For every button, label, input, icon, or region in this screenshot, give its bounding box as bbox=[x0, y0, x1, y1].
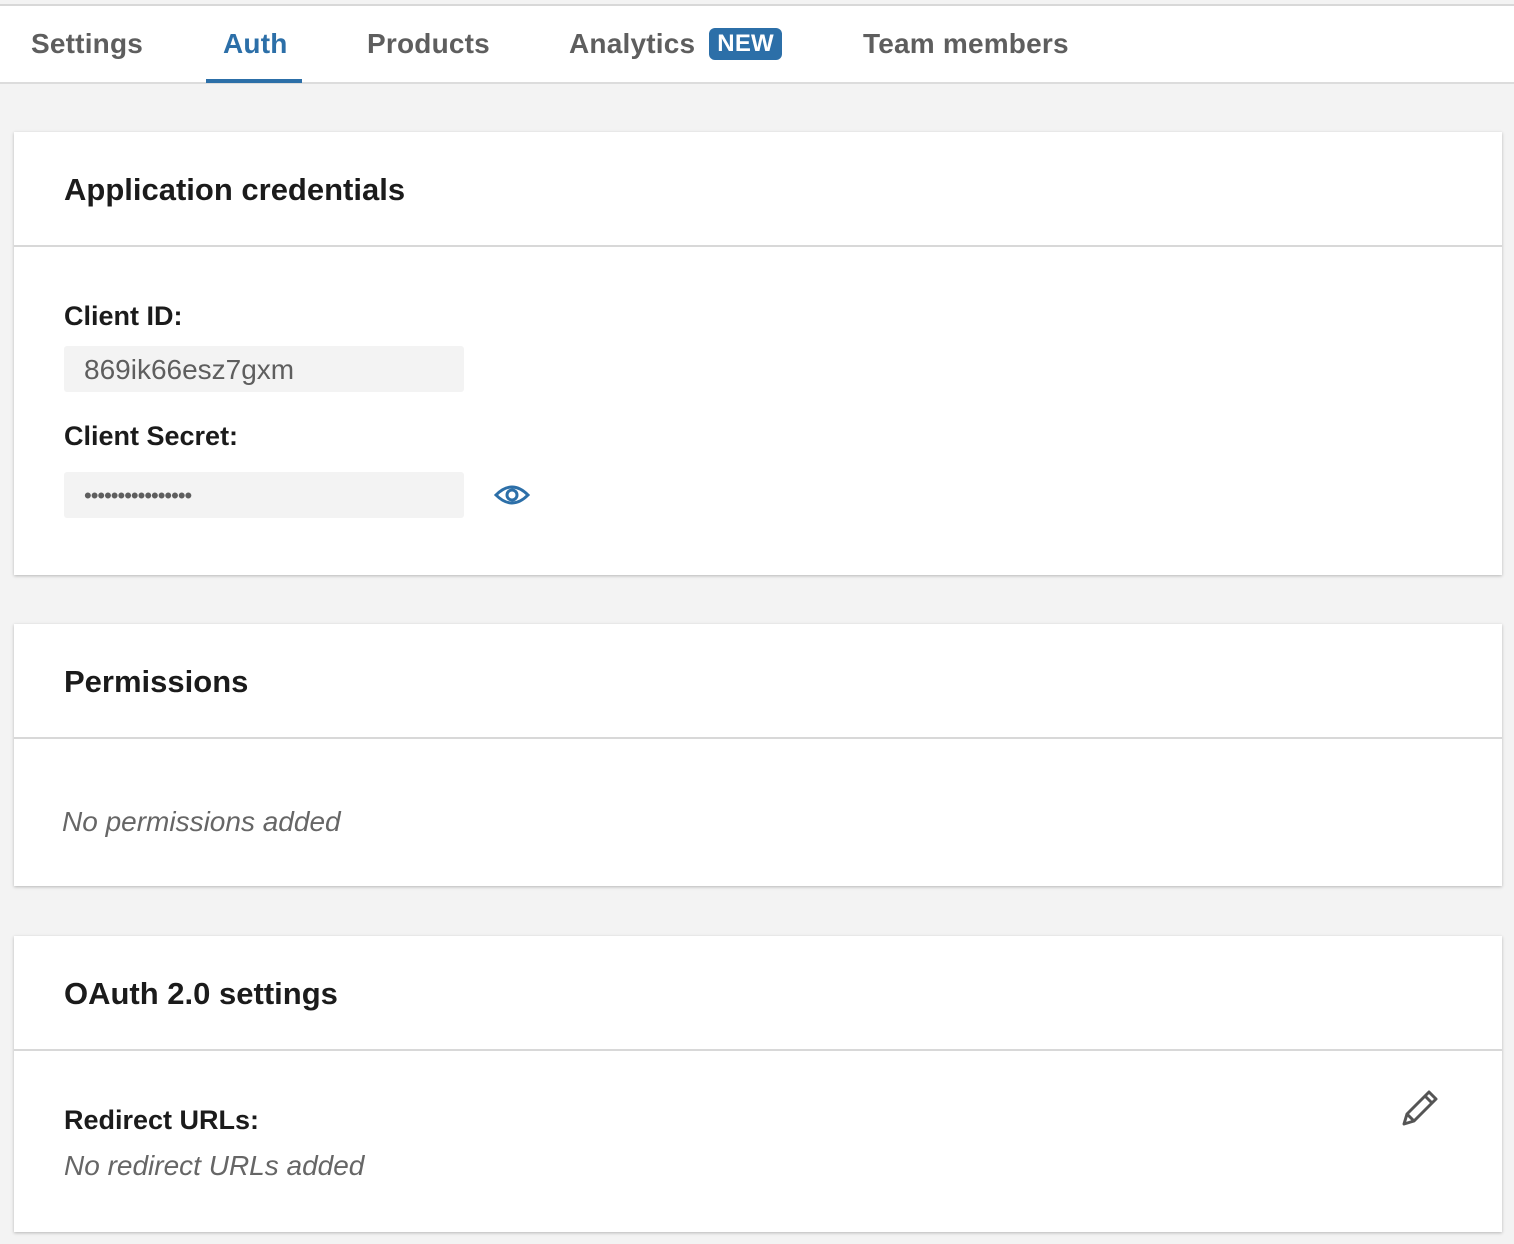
tab-bar: Settings Auth Products Analytics NEW Team… bbox=[0, 4, 1514, 84]
tab-team-members[interactable]: Team members bbox=[863, 28, 1069, 59]
client-secret-field[interactable]: •••••••••••••••• bbox=[64, 472, 464, 518]
card-title: OAuth 2.0 settings bbox=[64, 976, 338, 1011]
pencil-icon[interactable] bbox=[1398, 1086, 1442, 1135]
no-redirect-urls-text: No redirect URLs added bbox=[64, 1150, 365, 1181]
card-header: OAuth 2.0 settings bbox=[14, 936, 1502, 1051]
permissions-card: Permissions No permissions added bbox=[14, 624, 1502, 886]
client-id-label: Client ID: bbox=[64, 301, 183, 331]
active-tab-indicator bbox=[206, 79, 302, 83]
no-permissions-text: No permissions added bbox=[62, 806, 341, 837]
tab-analytics-label: Analytics bbox=[569, 28, 696, 59]
client-secret-label: Client Secret: bbox=[64, 421, 239, 451]
card-title: Application credentials bbox=[64, 172, 406, 207]
card-title: Permissions bbox=[64, 664, 249, 699]
oauth-card: OAuth 2.0 settings Redirect URLs: No red… bbox=[14, 936, 1502, 1232]
credentials-card: Application credentials Client ID: 869ik… bbox=[14, 132, 1502, 575]
client-id-field[interactable]: 869ik66esz7gxm bbox=[64, 346, 464, 392]
tab-analytics[interactable]: Analytics NEW bbox=[569, 28, 782, 60]
card-header: Permissions bbox=[14, 624, 1502, 739]
tab-auth[interactable]: Auth bbox=[223, 28, 288, 59]
tab-products[interactable]: Products bbox=[367, 28, 490, 59]
new-badge: NEW bbox=[709, 28, 782, 60]
redirect-urls-label: Redirect URLs: bbox=[64, 1105, 260, 1135]
eye-icon[interactable] bbox=[493, 480, 531, 515]
card-header: Application credentials bbox=[14, 132, 1502, 247]
tab-settings[interactable]: Settings bbox=[31, 28, 144, 59]
